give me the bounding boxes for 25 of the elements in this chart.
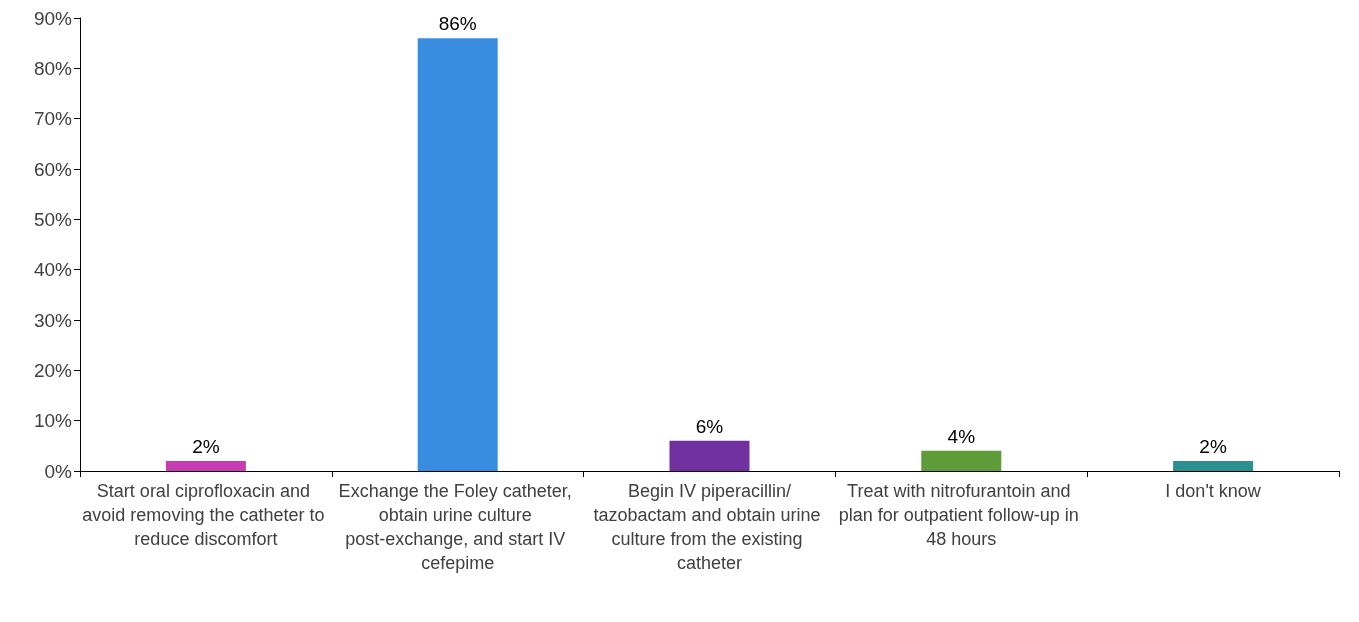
x-tick-label: I don't know bbox=[1165, 481, 1262, 501]
y-tick-label: 90% bbox=[33, 7, 73, 29]
bar bbox=[669, 440, 750, 471]
bar bbox=[417, 38, 498, 471]
bar bbox=[921, 450, 1002, 471]
x-tick-label: Treat with nitrofurantoin and plan for outpatient follow-up in 48 hours bbox=[838, 481, 1084, 549]
y-tick-label: 40% bbox=[33, 259, 73, 281]
x-tick-label: Start oral ciprofloxacin and avoid removing the catheter to reduce discomfort bbox=[82, 481, 330, 549]
data-label: 6% bbox=[695, 415, 724, 437]
y-tick-label: 70% bbox=[33, 108, 73, 130]
y-tick-label: 80% bbox=[33, 57, 73, 79]
data-label: 2% bbox=[1199, 435, 1227, 457]
data-label: 4% bbox=[947, 425, 976, 447]
bar bbox=[1173, 460, 1254, 471]
y-tick-label: 0% bbox=[44, 460, 73, 482]
y-tick-label: 20% bbox=[33, 359, 73, 381]
data-label: 86% bbox=[438, 13, 477, 35]
data-label: 2% bbox=[192, 435, 220, 457]
y-tick-label: 50% bbox=[33, 208, 73, 230]
bar bbox=[165, 460, 246, 471]
y-tick-label: 10% bbox=[33, 410, 73, 432]
y-tick-label: 30% bbox=[33, 309, 73, 331]
y-tick-label: 60% bbox=[33, 158, 73, 180]
x-tick-label: Exchange the Foley catheter, obtain urine culture post-exchange, and start IV cefepime bbox=[338, 481, 577, 573]
x-tick-label: Begin IV piperacillin/tazobactam and obtain urine culture from the existing catheter bbox=[593, 481, 826, 573]
